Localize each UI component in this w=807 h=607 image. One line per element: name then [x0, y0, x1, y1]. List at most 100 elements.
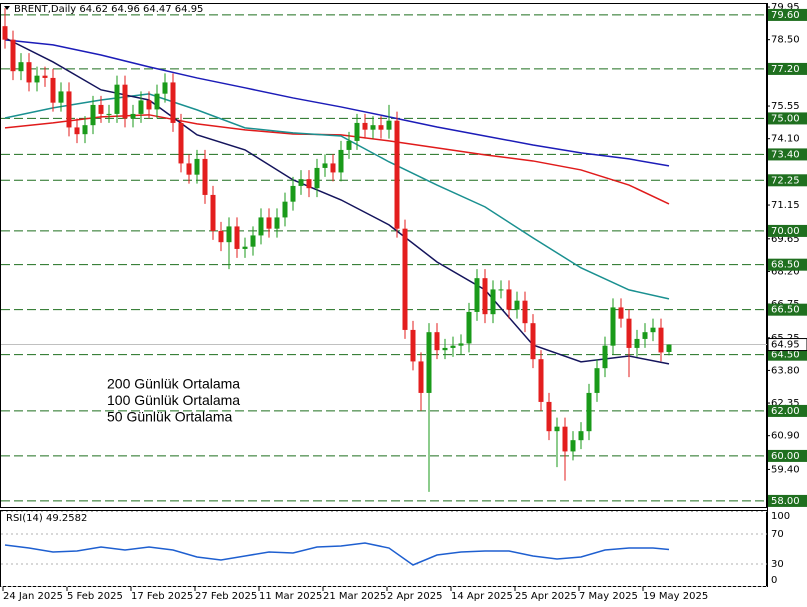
candle-body [442, 347, 448, 351]
candle-body [138, 100, 144, 114]
candle-body [170, 82, 176, 123]
price-panel [0, 3, 767, 508]
level-label-box [768, 449, 807, 462]
level-label-box [768, 303, 807, 316]
x-tick-label: 11 Mar 2025 [259, 591, 322, 602]
level-label: 77.20 [771, 64, 800, 75]
menu-arrow [4, 6, 10, 10]
candle-body [474, 278, 480, 312]
candle-body [122, 84, 128, 119]
candle-body [82, 125, 88, 135]
level-label: 62.00 [771, 406, 800, 417]
candle-body [10, 39, 16, 72]
candle-body [90, 104, 96, 126]
candle-body [650, 327, 656, 333]
x-tick-label: 21 Mar 2025 [323, 591, 386, 602]
candle-body [26, 62, 32, 83]
x-tick-label: 19 May 2025 [643, 591, 708, 602]
candle-body [34, 75, 40, 83]
y-tick-label: 75.55 [771, 101, 800, 112]
legend-entry: 100 Günlük Ortalama [107, 392, 240, 408]
candle-body [634, 338, 640, 348]
y-tick-label: 0 [771, 575, 777, 586]
rsi-line [4, 542, 670, 566]
candle-body [282, 201, 288, 218]
x-tick-label: 17 Feb 2025 [131, 591, 193, 602]
x-tick-label: 7 May 2025 [579, 591, 638, 602]
candle-body [514, 300, 520, 310]
level-label-box [768, 404, 807, 417]
y-tick-label: 30 [771, 559, 784, 570]
level-label: 58.00 [771, 496, 800, 507]
candle-body [522, 300, 528, 324]
level-label-box [768, 148, 807, 161]
candle-body [458, 343, 464, 346]
y-tick-label: 70 [771, 529, 784, 540]
chart-title: BRENT,Daily 64.62 64.96 64.47 64.95 [14, 4, 203, 15]
candle-body [50, 77, 56, 103]
candle-body [394, 120, 400, 229]
candle-body [362, 122, 368, 130]
candle-body [434, 332, 440, 351]
y-tick-label: 60.90 [771, 431, 800, 442]
candle-body [578, 431, 584, 441]
level-label-box [768, 62, 807, 75]
y-tick-label: 59.40 [771, 464, 800, 475]
level-label-box [768, 258, 807, 271]
candle-body [202, 158, 208, 195]
y-tick-label: 79.95 [771, 2, 800, 13]
level-label-box [768, 348, 807, 361]
candle-body [498, 289, 504, 291]
candle-body [322, 163, 328, 168]
candle-body [226, 226, 232, 243]
level-label-box [768, 174, 807, 187]
y-tick-label: 68.20 [771, 266, 800, 277]
level-label: 70.00 [771, 226, 800, 237]
level-label: 60.00 [771, 451, 800, 462]
candle-body [98, 104, 104, 114]
level-label: 79.60 [771, 10, 800, 21]
candle-body [330, 163, 336, 173]
candle-body [250, 235, 256, 247]
candle-body [466, 311, 472, 344]
candle-body [490, 289, 496, 315]
candle-body [290, 185, 296, 202]
candle-body [666, 344, 672, 352]
x-tick-label: 24 Jan 2025 [3, 591, 63, 602]
level-label: 68.50 [771, 260, 800, 271]
level-label: 72.25 [771, 175, 800, 186]
candle-body [130, 113, 136, 119]
y-tick-label: 69.65 [771, 234, 800, 245]
candle-body [2, 26, 8, 40]
candle-body [482, 278, 488, 315]
candle-body [218, 230, 224, 243]
level-label-box [768, 112, 807, 125]
candle-body [530, 323, 536, 360]
candle-body [562, 426, 568, 452]
candle-body [18, 62, 24, 72]
y-tick-label: 78.50 [771, 35, 800, 46]
candle-body [586, 392, 592, 432]
candle-body [146, 100, 152, 110]
candle-body [194, 158, 200, 175]
candle-body [234, 226, 240, 249]
x-tick-label: 27 Feb 2025 [195, 591, 257, 602]
candle-body [658, 327, 664, 353]
moving-average [4, 39, 670, 167]
candle-body [386, 120, 392, 130]
candle-body [154, 93, 160, 110]
candle-body [114, 84, 120, 114]
candle-body [554, 426, 560, 432]
candle-body [410, 329, 416, 362]
candle-body [506, 289, 512, 310]
candle-body [74, 127, 80, 135]
candle-body [346, 140, 352, 150]
y-tick-label: 63.80 [771, 365, 800, 376]
candle-body [306, 179, 312, 189]
y-tick-label: 62.35 [771, 398, 800, 409]
candle-body [642, 332, 648, 339]
x-tick-label: 25 Apr 2025 [515, 591, 577, 602]
candle-body [450, 345, 456, 348]
candle-body [610, 307, 616, 346]
x-tick-label: 14 Apr 2025 [451, 591, 513, 602]
